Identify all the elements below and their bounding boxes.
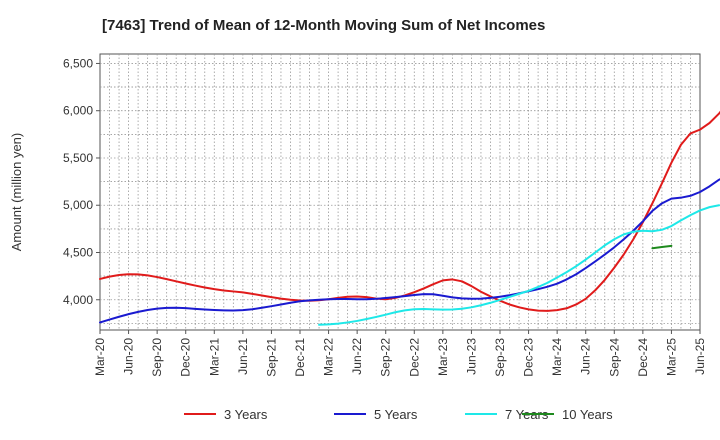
series-line-7-years (318, 204, 720, 326)
y-tick-label: 5,500 (63, 151, 93, 165)
x-axis-ticks: Mar-20 Jun-20 Sep-20 Dec-20 Mar-21 Jun-21 Sep-… (93, 330, 707, 377)
x-tick-label: Mar-23 (436, 338, 450, 376)
y-tick-label: 4,000 (63, 293, 93, 307)
x-tick-label: Sep-21 (264, 338, 278, 377)
y-tick-label: 6,000 (63, 104, 93, 118)
y-tick-label: 4,500 (63, 245, 93, 259)
x-tick-label: Dec-21 (293, 338, 307, 377)
series-line-10-years (651, 244, 673, 250)
x-tick-label: Jun-24 (579, 338, 593, 375)
x-tick-label: Jun-20 (122, 338, 136, 375)
x-tick-label: Jun-22 (350, 338, 364, 375)
y-axis-ticks: 4,000 4,500 5,000 5,500 6,000 6,500 (63, 56, 100, 307)
x-tick-label: Mar-21 (207, 338, 221, 376)
y-axis-label: Amount (million yen) (9, 133, 24, 252)
x-tick-label: Mar-20 (93, 338, 107, 376)
x-tick-label: Mar-25 (664, 338, 678, 376)
y-tick-label: 6,500 (63, 56, 93, 70)
legend-label: 10 Years (562, 407, 613, 422)
x-tick-label: Sep-20 (150, 338, 164, 377)
x-tick-label: Mar-24 (550, 338, 564, 376)
x-tick-label: Dec-23 (522, 338, 536, 377)
legend: 3 Years 5 Years 7 Years 10 Years (184, 407, 613, 422)
series-lines (99, 110, 720, 326)
grid-lines (100, 54, 700, 330)
x-tick-label: Sep-24 (607, 338, 621, 377)
series-line-5-years (99, 178, 720, 324)
x-tick-label: Mar-22 (322, 338, 336, 376)
x-tick-label: Jun-21 (236, 338, 250, 375)
x-tick-label: Jun-23 (464, 338, 478, 375)
legend-label: 3 Years (224, 407, 268, 422)
plot-area (99, 53, 701, 331)
chart-title: [7463] Trend of Mean of 12-Month Moving … (102, 17, 545, 34)
x-tick-label: Sep-22 (379, 338, 393, 377)
x-tick-label: Dec-24 (636, 338, 650, 377)
x-tick-label: Jun-25 (693, 338, 707, 375)
y-tick-label: 5,000 (63, 198, 93, 212)
series-line-3-years (99, 110, 720, 312)
x-tick-label: Dec-20 (179, 338, 193, 377)
legend-label: 5 Years (374, 407, 418, 422)
x-tick-label: Dec-22 (407, 338, 421, 377)
x-tick-label: Sep-23 (493, 338, 507, 377)
